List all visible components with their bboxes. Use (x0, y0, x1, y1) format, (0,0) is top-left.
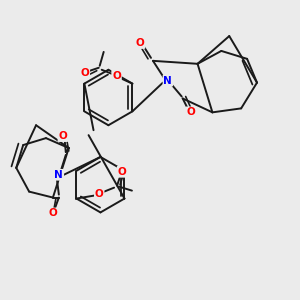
Text: O: O (136, 38, 145, 48)
Text: O: O (112, 71, 121, 81)
Text: N: N (164, 76, 172, 85)
Text: N: N (55, 170, 63, 180)
Text: O: O (186, 107, 195, 117)
Text: O: O (95, 189, 103, 199)
Text: O: O (58, 131, 67, 141)
Text: O: O (49, 208, 57, 218)
Text: O: O (118, 167, 126, 177)
Text: O: O (80, 68, 89, 78)
